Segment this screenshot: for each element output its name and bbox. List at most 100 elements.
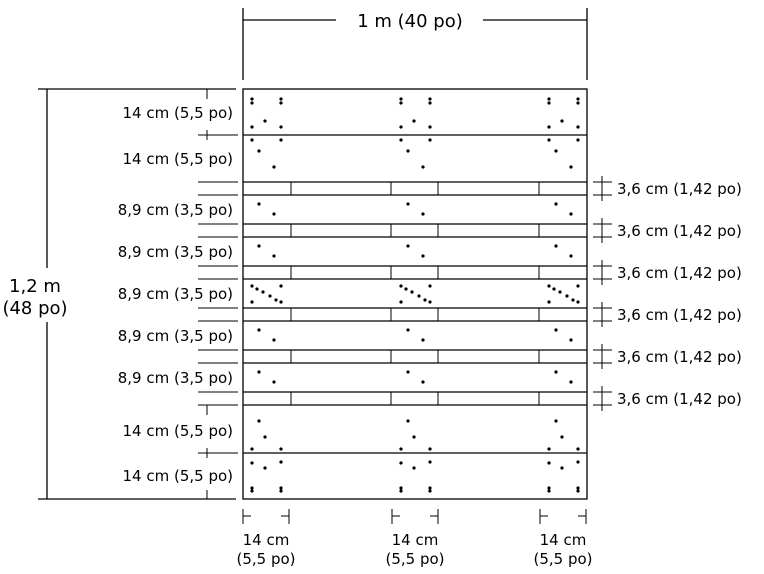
nail-dot — [547, 300, 551, 304]
pallet — [242, 88, 588, 500]
nail-dot — [399, 125, 403, 129]
nail-dot — [279, 101, 283, 105]
nail-dot — [428, 284, 432, 288]
nail-dot — [547, 125, 551, 129]
nail-dot — [576, 138, 580, 142]
nail-dot — [257, 202, 261, 206]
nail-dot — [558, 290, 562, 294]
gap-label: 3,6 cm (1,42 po) — [617, 306, 742, 324]
nail-dot — [263, 466, 267, 470]
pallet-outline — [242, 88, 588, 500]
nail-dot — [272, 165, 276, 169]
width-dimension: 1 m (40 po) — [242, 8, 588, 80]
nail-dot — [406, 328, 410, 332]
nail-dot — [547, 447, 551, 451]
nail-dot — [410, 290, 414, 294]
height-dimension: 1,2 m (48 po) — [2, 88, 236, 500]
row-label: 8,9 cm (3,5 po) — [118, 201, 233, 219]
nail-dot — [412, 119, 416, 123]
nail-dot — [263, 119, 267, 123]
gap-label: 3,6 cm (1,42 po) — [617, 390, 742, 408]
nail-dot — [250, 489, 254, 493]
nail-dot — [421, 338, 425, 342]
nail-dot — [576, 284, 580, 288]
nail-dot — [272, 254, 276, 258]
row-label: 8,9 cm (3,5 po) — [118, 369, 233, 387]
nail-dot — [257, 419, 261, 423]
nail-dot — [554, 419, 558, 423]
nail-dot — [547, 489, 551, 493]
gap-label: 3,6 cm (1,42 po) — [617, 264, 742, 282]
row-label: 8,9 cm (3,5 po) — [118, 327, 233, 345]
nail-dot — [547, 138, 551, 142]
nail-dot — [552, 287, 556, 291]
nail-dot — [279, 125, 283, 129]
nail-dot — [279, 486, 283, 490]
nail-dot — [250, 138, 254, 142]
nail-dot — [554, 370, 558, 374]
nail-dot — [560, 466, 564, 470]
nail-dot — [250, 300, 254, 304]
nail-dot — [272, 212, 276, 216]
nail-dot — [571, 298, 575, 302]
nail-dot — [257, 370, 261, 374]
height-label-line1: 1,2 m — [9, 276, 61, 297]
nail-dot — [257, 328, 261, 332]
nail-dot — [576, 447, 580, 451]
bottom-label: 14 cm — [243, 531, 290, 549]
nail-dot — [576, 97, 580, 101]
nail-dot — [421, 212, 425, 216]
row-label: 8,9 cm (3,5 po) — [118, 243, 233, 261]
nail-dot — [279, 447, 283, 451]
nail-dot — [406, 370, 410, 374]
nail-dot — [547, 101, 551, 105]
nail-dot — [250, 125, 254, 129]
nail-dot — [279, 284, 283, 288]
nail-dot — [576, 460, 580, 464]
nail-pattern — [250, 97, 580, 493]
nail-dot — [250, 447, 254, 451]
nail-dot — [421, 165, 425, 169]
nail-dot — [279, 138, 283, 142]
gap-label: 3,6 cm (1,42 po) — [617, 222, 742, 240]
nail-dot — [261, 290, 265, 294]
nail-dot — [404, 287, 408, 291]
nail-dot — [423, 298, 427, 302]
bottom-label: (5,5 po) — [236, 550, 295, 568]
nail-dot — [399, 486, 403, 490]
nail-dot — [257, 149, 261, 153]
nail-dot — [268, 294, 272, 298]
bottom-label: (5,5 po) — [385, 550, 444, 568]
nail-dot — [399, 284, 403, 288]
nail-dot — [576, 486, 580, 490]
nail-dot — [406, 244, 410, 248]
nail-dot — [576, 489, 580, 493]
nail-dot — [406, 149, 410, 153]
row-label: 14 cm (5,5 po) — [122, 150, 233, 168]
nail-dot — [547, 284, 551, 288]
nail-dot — [560, 119, 564, 123]
nail-dot — [428, 101, 432, 105]
nail-dot — [428, 486, 432, 490]
nail-dot — [279, 97, 283, 101]
nail-dot — [554, 244, 558, 248]
nail-dot — [255, 287, 259, 291]
nail-dot — [279, 300, 283, 304]
row-label: 14 cm (5,5 po) — [122, 422, 233, 440]
nail-dot — [428, 300, 432, 304]
nail-dot — [428, 125, 432, 129]
nail-dot — [274, 298, 278, 302]
nail-dot — [417, 294, 421, 298]
nail-dot — [250, 461, 254, 465]
nail-dot — [263, 435, 267, 439]
nail-dot — [406, 202, 410, 206]
nail-dot — [399, 138, 403, 142]
nail-dot — [428, 97, 432, 101]
row-label: 8,9 cm (3,5 po) — [118, 285, 233, 303]
nail-dot — [399, 300, 403, 304]
nail-dot — [428, 460, 432, 464]
nail-dot — [399, 461, 403, 465]
nail-dot — [565, 294, 569, 298]
nail-dot — [421, 380, 425, 384]
nail-dot — [421, 254, 425, 258]
